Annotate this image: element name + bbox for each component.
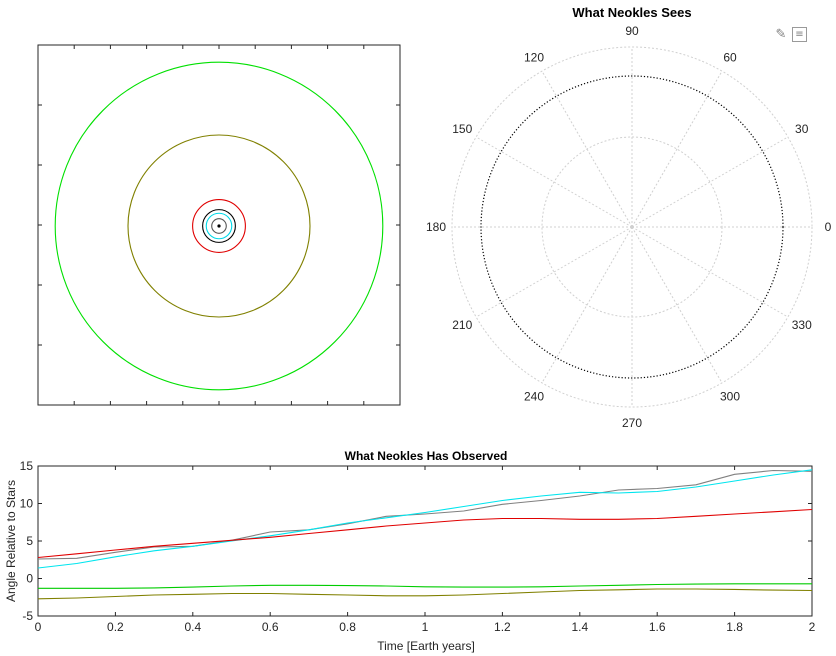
polar-angle-label: 0 [825, 220, 832, 234]
x-tick-label: 2 [809, 620, 816, 634]
x-tick-label: 0.2 [107, 620, 124, 634]
x-tick-label: 1.6 [649, 620, 666, 634]
orbit-circle [202, 209, 236, 243]
polar-angle-label: 60 [723, 50, 737, 64]
brush-icon[interactable]: ✎ [775, 27, 787, 42]
orbit-circle [205, 212, 233, 240]
polar-ring [451, 46, 813, 408]
orbit-plot-series [54, 61, 384, 391]
series-line [37, 508, 813, 559]
y-tick-label: 5 [26, 534, 33, 548]
x-tick-label: 1.8 [726, 620, 743, 634]
polar-spoke [631, 226, 723, 384]
x-tick-label: 0.4 [184, 620, 201, 634]
series-line [37, 469, 813, 560]
polar-grid [451, 46, 813, 408]
x-axis-label: Time [Earth years] [377, 639, 475, 653]
polar-angle-labels: 0 30 60 90 120 150 180 210 240 270 300 330 [426, 24, 832, 430]
observation-plot: What Neokles Has Observed 0 0.2 0.4 0.6 0.8 1… [4, 449, 816, 653]
polar-spoke [541, 70, 633, 228]
observation-plot-title: What Neokles Has Observed [345, 449, 508, 463]
polar-angle-label: 330 [792, 318, 812, 332]
x-tick-label: 1.2 [494, 620, 511, 634]
y-tick-label: 15 [20, 459, 34, 473]
polar-dotted-circle [480, 75, 784, 379]
center-point [217, 224, 221, 228]
polar-spoke [631, 226, 789, 318]
polar-series [480, 75, 784, 379]
orbit-circle [54, 61, 384, 391]
polar-plot: What Neokles Sees 0 30 60 90 120 150 180 210 240… [426, 5, 832, 430]
polar-spoke [475, 136, 633, 228]
orbit-circle [127, 134, 311, 318]
polar-angle-label: 270 [622, 416, 642, 430]
y-tick-label: -5 [22, 609, 33, 623]
polar-angle-label: 150 [452, 122, 472, 136]
legend-icon[interactable]: ≡ [792, 27, 807, 42]
polar-spoke [631, 136, 789, 228]
polar-spoke [631, 70, 723, 228]
polar-angle-label: 300 [720, 390, 740, 404]
y-tick-label: 0 [26, 572, 33, 586]
polar-angle-label: 180 [426, 220, 446, 234]
polar-angle-label: 240 [524, 390, 544, 404]
x-tick-label: 0.8 [339, 620, 356, 634]
polar-angle-label: 210 [452, 318, 472, 332]
axes-toolbar: ✎ ≡ [772, 27, 812, 43]
observation-plot-series [37, 469, 813, 600]
x-tick-label: 0 [35, 620, 42, 634]
y-tick-label: 10 [20, 497, 34, 511]
polar-spoke [475, 226, 633, 318]
orbit-circle [192, 199, 246, 253]
polar-angle-label: 120 [524, 50, 544, 64]
series-line [38, 583, 812, 589]
polar-angle-label: 30 [795, 122, 809, 136]
series-line [37, 469, 813, 569]
x-tick-label: 1 [422, 620, 429, 634]
orbit-plot [37, 44, 401, 406]
polar-plot-title: What Neokles Sees [572, 5, 691, 20]
observation-plot-frame [37, 465, 813, 617]
y-axis-label: Angle Relative to Stars [4, 480, 18, 602]
x-tick-label: 0.6 [262, 620, 279, 634]
orbit-circle [211, 218, 227, 234]
orbit-plot-ticks [37, 44, 401, 406]
polar-angle-label: 90 [625, 24, 639, 38]
x-tick-label: 1.4 [571, 620, 588, 634]
polar-spoke [541, 226, 633, 384]
series-line [37, 588, 813, 600]
